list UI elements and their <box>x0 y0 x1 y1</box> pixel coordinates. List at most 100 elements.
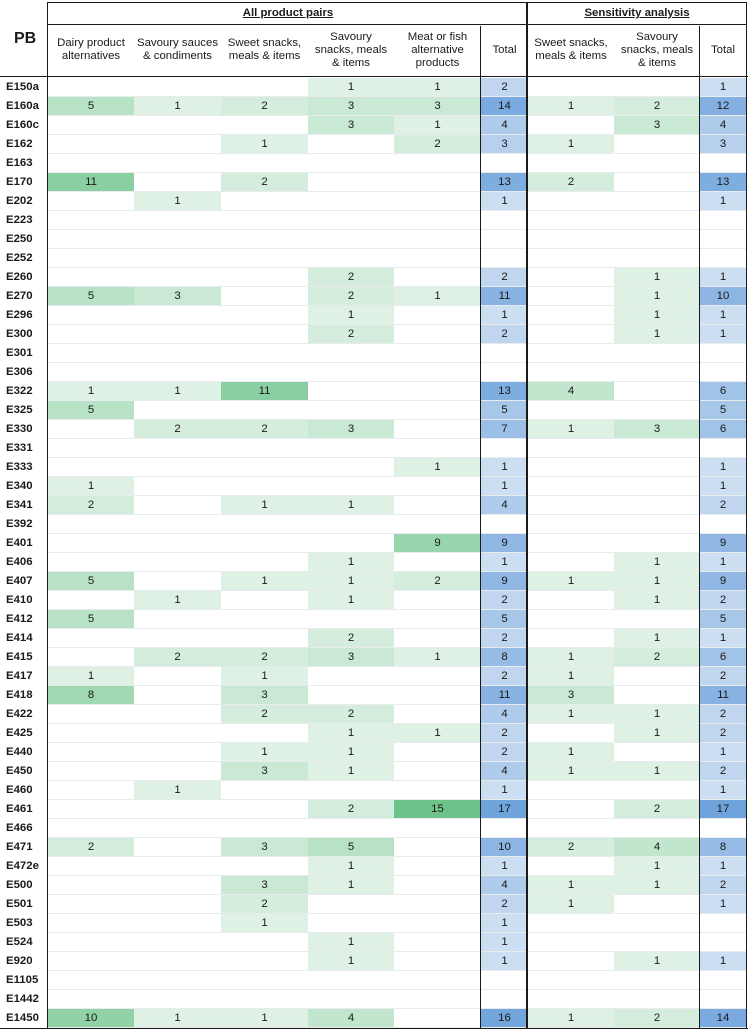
row-separator <box>48 476 746 477</box>
pb-code: E472e <box>6 860 39 872</box>
table-cell <box>308 914 394 933</box>
table-cell: 1 <box>528 876 614 895</box>
row-separator <box>48 932 746 933</box>
table-cell <box>394 762 481 781</box>
table-cell <box>528 211 614 230</box>
table-cell: 1 <box>614 268 700 287</box>
table-cell <box>134 78 221 97</box>
table-cell: 2 <box>528 173 614 192</box>
table-cell <box>614 230 700 249</box>
pb-code: E920 <box>6 955 33 967</box>
table-cell <box>134 325 221 344</box>
row-separator <box>48 989 746 990</box>
table-cell: 14 <box>481 97 528 116</box>
table-cell: 3 <box>221 838 308 857</box>
table-cell: 9 <box>481 572 528 591</box>
table-cell <box>394 819 481 838</box>
table-cell <box>134 439 221 458</box>
table-cell <box>221 800 308 819</box>
table-cell <box>528 268 614 287</box>
table-cell: 1 <box>614 572 700 591</box>
table-cell: 1 <box>481 458 528 477</box>
table-cell <box>48 591 134 610</box>
table-cell: 1 <box>394 648 481 667</box>
table-cell <box>134 363 221 382</box>
row-separator <box>48 837 746 838</box>
table-cell <box>481 971 528 990</box>
table-cell: 1 <box>394 116 481 135</box>
table-cell: 1 <box>308 857 394 876</box>
pb-code: E163 <box>6 157 33 169</box>
table-cell <box>134 705 221 724</box>
table-cell: 2 <box>700 705 746 724</box>
table-cell <box>221 629 308 648</box>
table-cell <box>394 477 481 496</box>
table-cell <box>48 705 134 724</box>
column-header-total: Total <box>710 43 736 56</box>
row-separator <box>48 970 746 971</box>
table-cell <box>221 724 308 743</box>
table-cell: 1 <box>308 762 394 781</box>
table-cell <box>221 534 308 553</box>
table-cell <box>614 686 700 705</box>
table-cell: 6 <box>700 420 746 439</box>
table-cell <box>614 990 700 1009</box>
table-cell <box>221 325 308 344</box>
table-cell <box>48 857 134 876</box>
table-cell <box>528 344 614 363</box>
table-cell <box>614 439 700 458</box>
table-cell <box>308 610 394 629</box>
table-cell: 2 <box>528 838 614 857</box>
table-cell <box>394 249 481 268</box>
table-cell <box>528 287 614 306</box>
table-cell: 1 <box>221 135 308 154</box>
table-cell: 1 <box>134 192 221 211</box>
table-cell: 1 <box>134 781 221 800</box>
table-cell <box>221 287 308 306</box>
table-cell: 1 <box>614 325 700 344</box>
table-cell: 1 <box>700 325 746 344</box>
table-cell: 11 <box>700 686 746 705</box>
table-cell: 1 <box>700 458 746 477</box>
table-cell: 11 <box>221 382 308 401</box>
table-cell <box>134 610 221 629</box>
table-cell <box>221 458 308 477</box>
table-cell: 1 <box>394 458 481 477</box>
row-separator <box>48 571 746 572</box>
table-cell <box>308 534 394 553</box>
table-cell <box>528 439 614 458</box>
table-cell <box>394 952 481 971</box>
table-cell <box>134 914 221 933</box>
row-separator <box>48 533 746 534</box>
table-cell <box>614 135 700 154</box>
table-cell <box>308 458 394 477</box>
table-cell: 1 <box>700 78 746 97</box>
table-cell: 1 <box>700 268 746 287</box>
table-cell <box>221 610 308 629</box>
table-cell <box>134 173 221 192</box>
table-cell <box>134 249 221 268</box>
table-cell <box>528 325 614 344</box>
table-cell: 2 <box>481 78 528 97</box>
pb-code: E471 <box>6 841 33 853</box>
table-cell: 4 <box>700 116 746 135</box>
table-cell <box>134 876 221 895</box>
table-cell <box>221 971 308 990</box>
table-cell: 2 <box>308 287 394 306</box>
table-cell <box>528 800 614 819</box>
pb-code: E296 <box>6 309 33 321</box>
table-cell <box>528 857 614 876</box>
table-cell: 2 <box>481 591 528 610</box>
pb-code: E260 <box>6 271 33 283</box>
table-cell <box>134 154 221 173</box>
table-cell <box>308 173 394 192</box>
pb-code: E418 <box>6 689 33 701</box>
pb-code: E325 <box>6 404 33 416</box>
table-cell <box>394 629 481 648</box>
table-cell: 1 <box>700 553 746 572</box>
divider-sensitivity <box>526 2 528 1028</box>
table-cell: 4 <box>308 1009 394 1028</box>
table-cell <box>614 743 700 762</box>
table-cell: 1 <box>481 933 528 952</box>
table-cell <box>48 458 134 477</box>
